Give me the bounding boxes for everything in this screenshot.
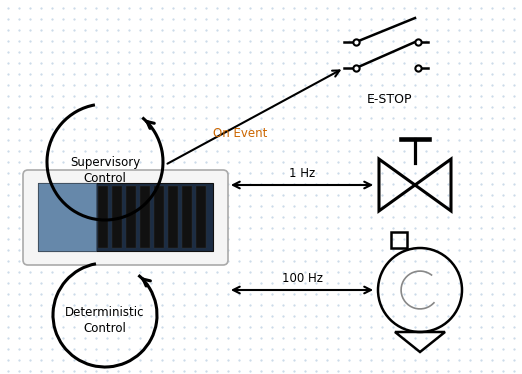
Polygon shape	[126, 186, 136, 248]
Polygon shape	[154, 186, 164, 248]
Polygon shape	[38, 183, 213, 251]
Polygon shape	[140, 186, 150, 248]
Polygon shape	[112, 186, 122, 248]
Polygon shape	[38, 183, 96, 251]
Text: E-STOP: E-STOP	[367, 93, 413, 106]
Text: Deterministic
Control: Deterministic Control	[65, 306, 145, 334]
Polygon shape	[196, 186, 206, 248]
Text: 1 Hz: 1 Hz	[289, 167, 315, 180]
Text: 100 Hz: 100 Hz	[281, 272, 323, 285]
Polygon shape	[182, 186, 192, 248]
Text: On Event: On Event	[213, 127, 267, 140]
Text: Supervisory
Control: Supervisory Control	[70, 156, 140, 184]
Polygon shape	[98, 186, 108, 248]
Polygon shape	[168, 186, 178, 248]
FancyBboxPatch shape	[23, 170, 228, 265]
